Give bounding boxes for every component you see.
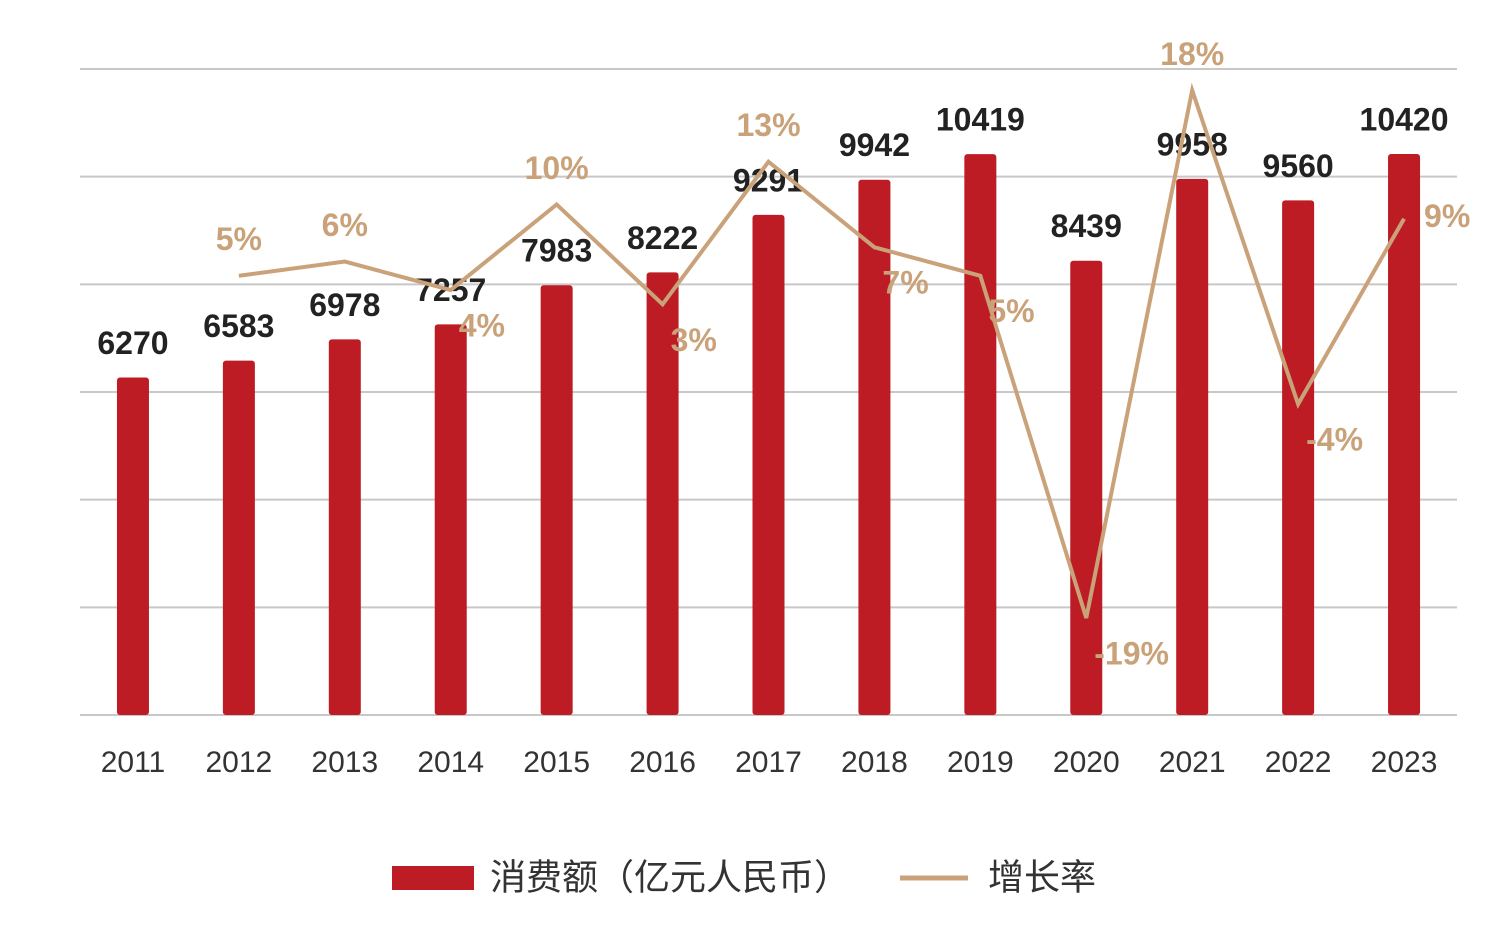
bar-value-label: 10420: [1360, 102, 1449, 138]
growth-label: 5%: [216, 221, 262, 257]
bar-value-label: 9560: [1263, 148, 1334, 184]
bar-value-label: 6583: [203, 308, 274, 344]
x-tick-label: 2016: [629, 746, 696, 779]
x-tick-label: 2012: [206, 746, 273, 779]
bar: [222, 360, 255, 715]
bar-value-label: 6978: [309, 287, 380, 323]
legend-swatch: [392, 866, 474, 890]
bar: [328, 339, 361, 715]
x-tick-label: 2013: [311, 746, 378, 779]
bar-value-label: 9958: [1157, 126, 1228, 162]
growth-label: 3%: [671, 322, 717, 358]
x-tick-label: 2019: [947, 746, 1014, 779]
legend-label: 增长率: [988, 857, 1096, 898]
growth-label: -19%: [1094, 635, 1169, 671]
growth-line: [238, 82, 1406, 619]
bar: [1282, 200, 1315, 715]
growth-label: 13%: [736, 107, 800, 143]
bar-value-label: 6270: [97, 325, 168, 361]
bar: [1070, 260, 1103, 715]
bar-value-label: 8222: [627, 220, 698, 256]
bar: [752, 214, 785, 715]
growth-label: 9%: [1424, 198, 1470, 234]
growth-label: 4%: [459, 307, 505, 343]
growth-label: 7%: [882, 265, 928, 301]
x-tick-label: 2011: [101, 746, 166, 779]
bar: [858, 179, 891, 715]
growth-label: 10%: [525, 150, 589, 186]
bar-value-label: 9942: [839, 127, 910, 163]
growth-label: 18%: [1160, 36, 1224, 72]
x-tick-label: 2021: [1159, 746, 1226, 779]
bar: [1176, 178, 1209, 715]
bar: [1388, 154, 1421, 716]
x-tick-label: 2018: [841, 746, 908, 779]
bar: [646, 272, 679, 715]
x-tick-label: 2020: [1053, 746, 1120, 779]
bar-value-label: 10419: [936, 102, 1025, 138]
bar-value-label: 8439: [1051, 208, 1122, 244]
x-tick-label: 2017: [735, 746, 802, 779]
growth-label: 5%: [988, 293, 1034, 329]
bar: [964, 154, 997, 716]
bar: [434, 324, 467, 715]
growth-label: -4%: [1306, 422, 1363, 458]
x-tick-label: 2023: [1371, 746, 1438, 779]
bar-value-label: 7983: [521, 233, 592, 269]
x-tick-label: 2022: [1265, 746, 1332, 779]
legend-label: 消费额（亿元人民币）: [490, 857, 850, 898]
x-tick-label: 2015: [523, 746, 590, 779]
growth-label: 6%: [322, 207, 368, 243]
bar: [540, 285, 573, 715]
bar: [116, 377, 149, 715]
x-tick-label: 2014: [417, 746, 484, 779]
